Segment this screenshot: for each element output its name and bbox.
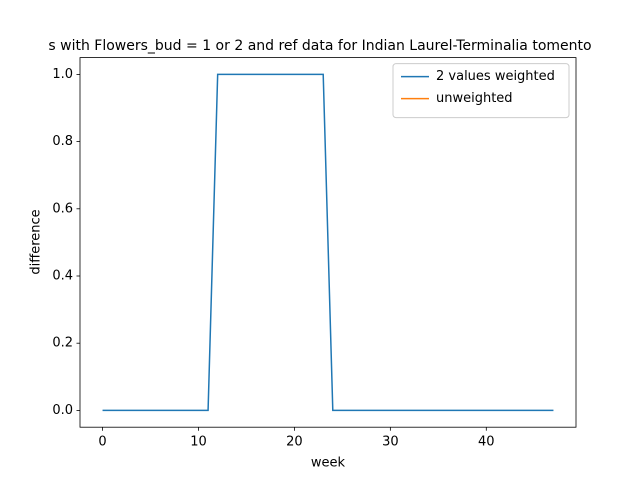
plot-frame	[79, 57, 577, 428]
y-tick-label: 0.2	[52, 336, 73, 351]
legend-label: 2 values weighted	[436, 69, 555, 84]
y-tick-label: 0.4	[52, 269, 73, 284]
x-tick-label: 20	[286, 435, 303, 450]
y-tick-label: 1.0	[52, 67, 73, 82]
x-tick-label: 0	[98, 435, 106, 450]
x-tick-label: 10	[190, 435, 207, 450]
y-tick-label: 0.8	[52, 134, 73, 149]
x-axis-label: week	[311, 456, 346, 471]
x-tick-label: 40	[478, 435, 495, 450]
y-tick-label: 0.0	[52, 403, 73, 418]
legend-label: unweighted	[436, 91, 513, 106]
legend: 2 values weighted unweighted	[392, 63, 570, 119]
x-tick-label: 30	[382, 435, 399, 450]
legend-box	[392, 63, 570, 119]
series-line	[102, 73, 554, 412]
chart-title: s with Flowers_bud = 1 or 2 and ref data…	[48, 38, 591, 54]
y-axis-label: difference	[29, 209, 44, 274]
y-tick-label: 0.6	[52, 201, 73, 216]
